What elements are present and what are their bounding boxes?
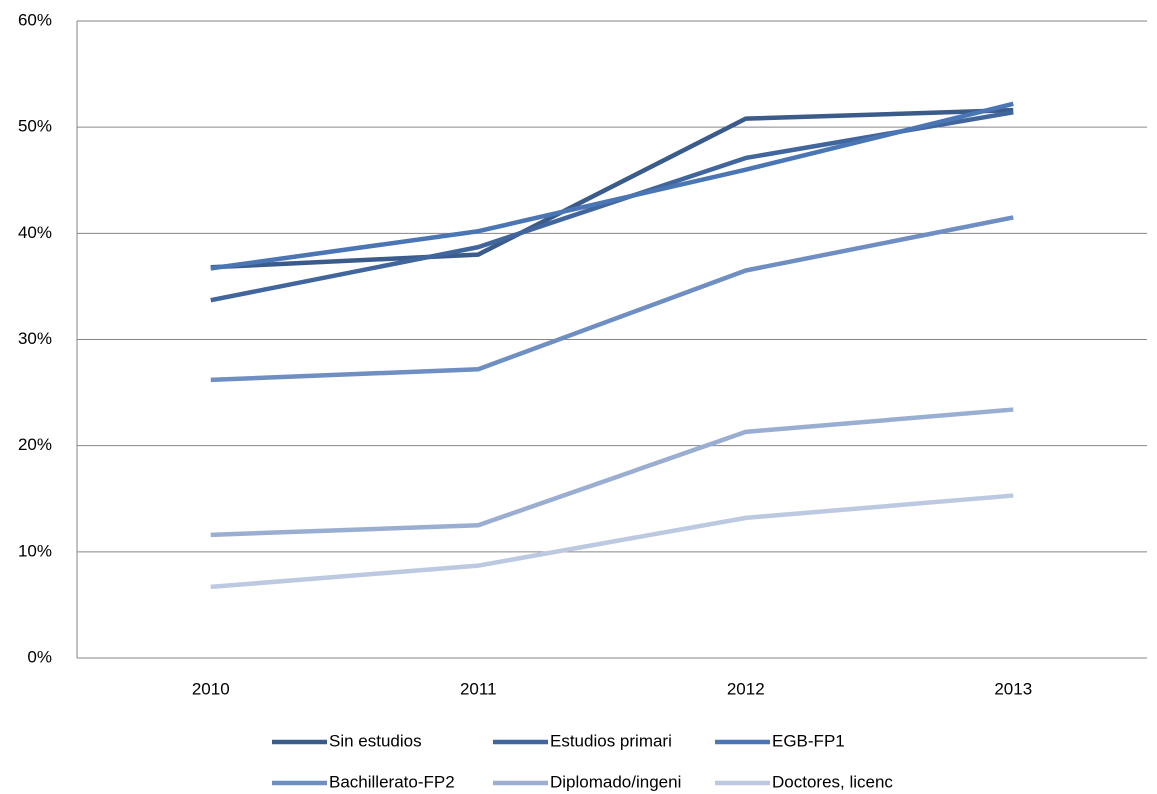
- series-line: [210, 493, 1014, 590]
- y-tick-label: 50%: [18, 117, 52, 136]
- legend-label: Doctores, licenc: [772, 772, 893, 791]
- series-line: [210, 407, 1014, 538]
- y-tick-label: 40%: [18, 223, 52, 242]
- series-line: [210, 110, 1014, 303]
- y-tick-label: 0%: [27, 647, 52, 666]
- x-tick-label: 2012: [727, 679, 765, 698]
- x-tick-label: 2011: [460, 679, 497, 698]
- legend-label: EGB-FP1: [772, 731, 845, 750]
- legend-label: Diplomado/ingeni: [550, 772, 681, 791]
- series-line: [210, 101, 1014, 271]
- legend-label: Sin estudios: [329, 731, 422, 750]
- series-line: [210, 107, 1014, 270]
- y-tick-label: 10%: [18, 541, 52, 560]
- legend-label: Estudios primari: [550, 731, 672, 750]
- legend-label: Bachillerato-FP2: [329, 772, 455, 791]
- x-tick-label: 2013: [994, 679, 1032, 698]
- y-tick-label: 30%: [18, 329, 52, 348]
- y-tick-label: 60%: [18, 10, 52, 29]
- y-tick-label: 20%: [18, 435, 52, 454]
- series-line: [210, 215, 1014, 383]
- x-tick-label: 2010: [192, 679, 230, 698]
